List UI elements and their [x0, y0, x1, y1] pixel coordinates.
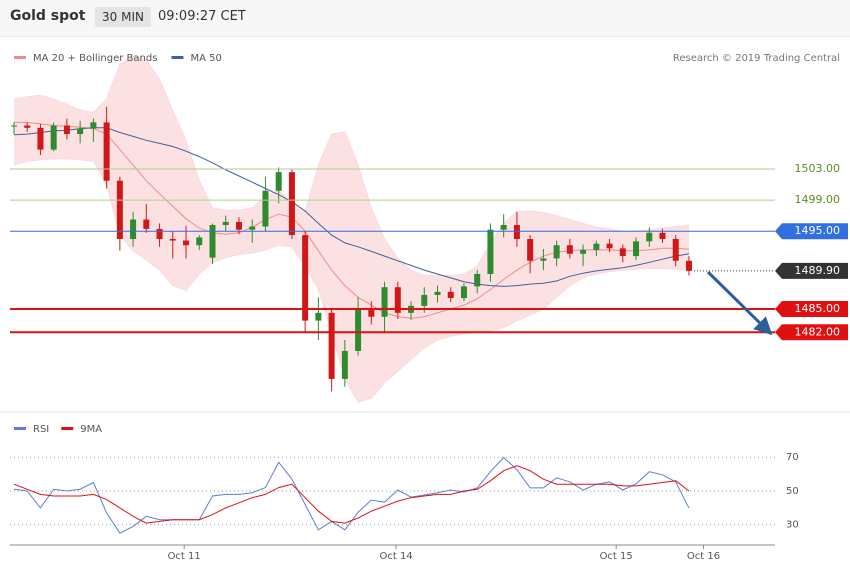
candle-body [553, 245, 560, 259]
candle-body [646, 232, 653, 242]
candle-body [302, 235, 309, 321]
source-label: Research © 2019 Trading Central [673, 53, 840, 64]
candle-body [77, 128, 84, 135]
candle-body [368, 308, 375, 317]
legend-swatch [171, 56, 184, 59]
bollinger-band [14, 56, 689, 403]
x-tick-label: Oct 11 [168, 551, 201, 562]
legend-swatch [14, 56, 26, 59]
candle-body [10, 125, 17, 127]
rsi-line [13, 465, 690, 524]
y-tick-label: 50 [786, 486, 799, 497]
x-tick-label: Oct 16 [687, 551, 720, 562]
candle-body [394, 287, 401, 313]
legend-label: 9MA [80, 424, 102, 435]
x-tick-label: Oct 14 [379, 551, 412, 562]
candle-body [209, 225, 216, 258]
legend-label: MA 50 [190, 53, 221, 64]
candle-body [103, 122, 110, 181]
candle-body [341, 350, 348, 379]
candle-body [659, 232, 666, 239]
candle-body [685, 260, 692, 271]
candle-body [143, 219, 150, 229]
candle-body [315, 312, 322, 321]
candle-body [275, 172, 282, 191]
candle-body [619, 248, 626, 257]
forecast-arrow [706, 270, 773, 336]
candle-body [90, 122, 97, 129]
timeframe-button[interactable]: 30 MIN [95, 7, 151, 27]
level-flag [775, 223, 848, 240]
rsi-line [13, 456, 690, 534]
candle-body [50, 125, 57, 150]
level-label: 1485.00 [795, 302, 841, 315]
level-label: 1495.00 [795, 224, 841, 237]
level-flag [775, 324, 848, 341]
candle-body [63, 125, 70, 135]
chart: 1503.00 1499.00 1495.00 1485.00 1482.00 1489.… [0, 53, 850, 562]
candle-body [169, 238, 176, 241]
candle-body [593, 243, 600, 250]
candle-body [606, 243, 613, 249]
candle-body [196, 237, 203, 246]
header-bar: Gold spot 30 MIN 09:09:27 CET [0, 0, 850, 37]
legend-swatch [61, 427, 74, 430]
candle-body [183, 240, 190, 246]
candle-body [580, 249, 587, 254]
level-label: 1482.00 [795, 325, 841, 338]
candle-body [130, 219, 137, 239]
level-label: 1503.00 [795, 162, 841, 175]
y-tick-label: 70 [786, 452, 799, 463]
candle-body [288, 172, 295, 236]
candle-body [447, 291, 454, 299]
candle-body [633, 241, 640, 257]
candle-body [381, 287, 388, 317]
candle-body [421, 294, 428, 306]
candle-body [672, 238, 679, 261]
bollinger-lower [13, 158, 690, 403]
candle-body [235, 221, 242, 230]
candle-body [460, 286, 467, 299]
level-flag [775, 300, 848, 317]
y-tick-label: 30 [786, 520, 799, 531]
candle-body [222, 221, 229, 225]
candle-body [24, 125, 31, 128]
candle-body [434, 291, 441, 295]
ma-line [13, 127, 690, 287]
x-tick-label: Oct 15 [600, 551, 633, 562]
candle-body [37, 127, 44, 150]
candle-body [249, 226, 256, 230]
candle-body [566, 245, 573, 254]
clock: 09:09:27 CET [158, 9, 246, 24]
last-price-label: 1489.90 [795, 264, 841, 277]
legend-label: RSI [33, 424, 49, 435]
candle-body [474, 273, 481, 287]
candle-body [527, 238, 534, 261]
level-label: 1499.00 [795, 193, 841, 206]
candle-body [500, 225, 507, 230]
legend-swatch [14, 427, 26, 430]
bollinger-upper [13, 55, 690, 276]
candle-body [355, 308, 362, 351]
candle-body [540, 258, 547, 261]
legend-label: MA 20 + Bollinger Bands [33, 53, 157, 64]
candle-body [262, 190, 269, 227]
candle-body [116, 180, 123, 239]
candle-body [328, 312, 335, 379]
last-price-flag [775, 262, 848, 279]
instrument-title: Gold spot [10, 8, 86, 24]
candle-body [513, 225, 520, 239]
ma-line [14, 121, 690, 319]
candle-body [487, 229, 494, 274]
candle-body [156, 228, 163, 239]
